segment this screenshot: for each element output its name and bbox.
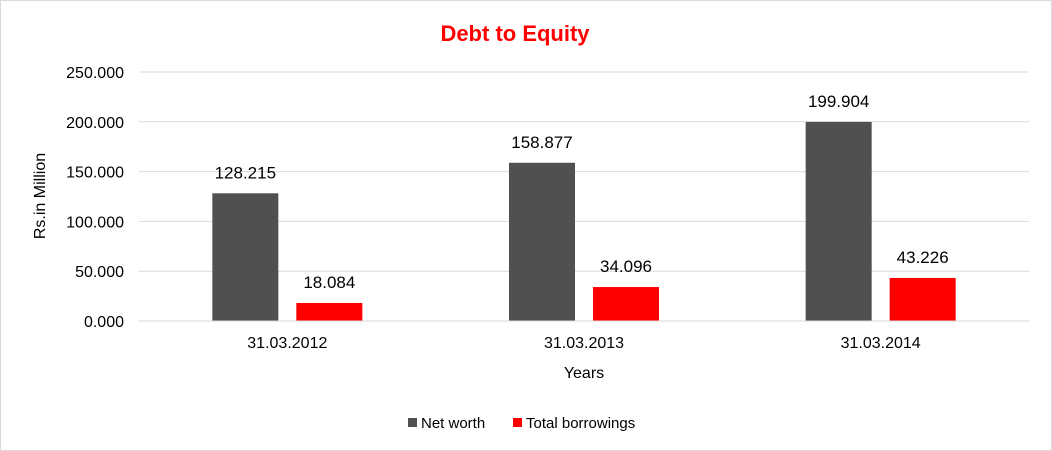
y-tick-label: 150.000 [66,165,124,182]
bars [212,121,956,321]
y-tick-label: 250.000 [66,65,124,82]
x-axis-ticks: 31.03.2012 31.03.2013 31.03.2014 [247,335,921,352]
data-labels: 128.215 18.084 158.877 34.096 199.904 43.226 [215,92,949,292]
y-tick-label: 0.000 [84,314,124,331]
bar-net-worth-0 [212,193,279,321]
legend-label: Net worth [421,415,485,432]
y-axis-label: Rs.in Million [32,153,49,239]
x-axis-label: Years [564,365,604,382]
data-label: 34.096 [600,257,652,276]
y-tick-label: 200.000 [66,115,124,132]
bar-net-worth-1 [509,162,575,321]
x-tick-label: 31.03.2013 [544,335,624,352]
bar-total-borrowings-1 [593,287,659,321]
bar-net-worth-2 [805,121,872,321]
x-tick-label: 31.03.2012 [247,335,327,352]
x-tick-label: 31.03.2014 [841,335,921,352]
data-label: 199.904 [808,92,869,111]
bar-total-borrowings-2 [889,277,956,321]
y-tick-label: 50.000 [75,264,124,281]
data-label: 128.215 [215,163,276,182]
gridlines [139,71,1029,272]
bar-total-borrowings-0 [296,302,363,321]
data-label: 18.084 [303,273,355,292]
chart-title: Debt to Equity [440,21,590,46]
legend-label: Total borrowings [526,415,635,432]
data-label: 158.877 [511,133,572,152]
legend-swatch [513,418,522,427]
data-label: 43.226 [897,248,949,267]
y-tick-label: 100.000 [66,214,124,231]
legend-swatch [408,418,417,427]
legend: Net worth Total borrowings [408,415,635,432]
y-axis-ticks: 0.000 50.000 100.000 150.000 200.000 250.000 [66,65,124,331]
